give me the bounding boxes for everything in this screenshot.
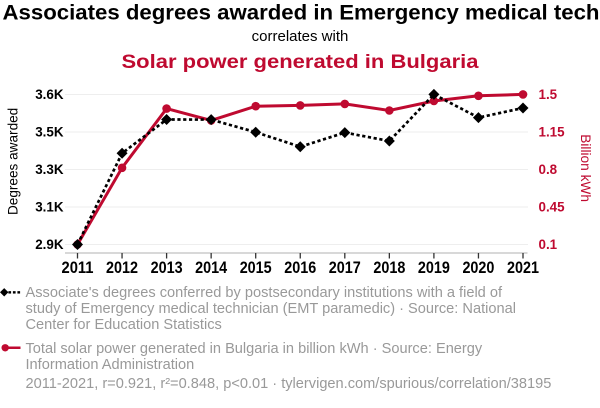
svg-text:2019: 2019 bbox=[418, 259, 450, 277]
svg-text:Solar power generated in Bulga: Solar power generated in Bulgaria bbox=[122, 51, 480, 73]
svg-text:Center for Education Statistic: Center for Education Statistics bbox=[26, 317, 222, 333]
svg-text:2020: 2020 bbox=[462, 259, 494, 277]
svg-text:3.3K: 3.3K bbox=[35, 162, 64, 177]
svg-text:3.5K: 3.5K bbox=[35, 125, 64, 140]
svg-text:3.6K: 3.6K bbox=[35, 87, 64, 102]
svg-text:1.15: 1.15 bbox=[539, 125, 566, 140]
svg-text:0.8: 0.8 bbox=[539, 162, 558, 177]
svg-text:correlates with: correlates with bbox=[252, 28, 349, 45]
svg-text:Associates degrees awarded in: Associates degrees awarded in Emergency … bbox=[3, 0, 600, 25]
svg-text:2018: 2018 bbox=[373, 259, 405, 277]
svg-text:Degrees awarded: Degrees awarded bbox=[6, 108, 21, 215]
svg-text:2016: 2016 bbox=[284, 259, 316, 277]
svg-text:2012: 2012 bbox=[106, 259, 138, 277]
svg-text:study of Emergency medical tec: study of Emergency medical technician (E… bbox=[26, 301, 516, 317]
svg-text:2013: 2013 bbox=[151, 259, 183, 277]
svg-text:2011: 2011 bbox=[62, 259, 94, 277]
svg-text:2014: 2014 bbox=[195, 259, 228, 277]
svg-text:0.45: 0.45 bbox=[539, 200, 566, 215]
svg-text:Total solar power generated in: Total solar power generated in Bulgaria … bbox=[26, 341, 483, 357]
svg-text:2017: 2017 bbox=[329, 259, 361, 277]
svg-text:1.5: 1.5 bbox=[539, 87, 558, 102]
svg-text:3.1K: 3.1K bbox=[35, 200, 64, 215]
svg-text:Associate's degrees conferred: Associate's degrees conferred by postsec… bbox=[26, 285, 503, 301]
svg-text:2021: 2021 bbox=[507, 259, 539, 277]
svg-text:0.1: 0.1 bbox=[539, 237, 558, 252]
svg-text:2015: 2015 bbox=[240, 259, 272, 277]
svg-text:2011-2021, r=0.921, r²=0.848,: 2011-2021, r=0.921, r²=0.848, p<0.01 · t… bbox=[26, 376, 552, 392]
svg-text:Billion kWh: Billion kWh bbox=[578, 134, 593, 202]
svg-text:Information Administration: Information Administration bbox=[26, 357, 195, 373]
svg-text:2.9K: 2.9K bbox=[35, 237, 64, 252]
